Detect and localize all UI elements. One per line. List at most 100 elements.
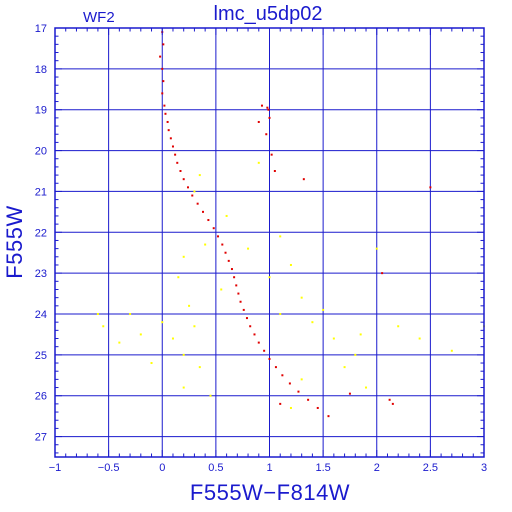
data-point (177, 276, 180, 279)
data-point (316, 406, 319, 409)
data-point (260, 104, 263, 107)
data-point (164, 112, 167, 115)
y-tick-label: 20 (35, 146, 47, 158)
data-point (182, 353, 185, 356)
x-tick-label: 3 (481, 462, 487, 474)
x-tick-label: 2 (374, 462, 380, 474)
data-point (279, 313, 282, 315)
data-point (186, 186, 189, 189)
data-point (220, 288, 223, 291)
data-point (150, 362, 153, 365)
data-point (332, 337, 335, 340)
data-point (161, 92, 164, 95)
data-point (96, 313, 99, 315)
grid-lines (55, 28, 484, 457)
chart-title: lmc_u5dp02 (214, 3, 323, 25)
field-label: WF2 (83, 9, 115, 26)
data-points (96, 31, 485, 418)
data-point (273, 170, 276, 172)
data-point (359, 333, 362, 336)
data-point (365, 386, 368, 389)
data-point (233, 276, 236, 279)
data-point (265, 133, 268, 136)
data-point (198, 174, 201, 177)
y-tick-label: 23 (35, 268, 47, 280)
data-point (182, 386, 185, 389)
data-point (245, 317, 248, 320)
y-tick-label: 21 (35, 186, 47, 198)
data-point (162, 80, 165, 83)
data-point (193, 190, 196, 193)
tick-marks (54, 27, 485, 457)
data-point (171, 337, 174, 340)
data-point (235, 284, 238, 287)
data-point (388, 398, 391, 401)
data-point (176, 161, 179, 164)
data-point (391, 402, 394, 405)
data-point (118, 341, 121, 344)
data-point (279, 235, 282, 238)
data-point (129, 313, 132, 315)
data-point (163, 104, 166, 107)
x-tick-label: 2.5 (423, 462, 438, 474)
data-point (381, 272, 384, 275)
data-point (230, 268, 233, 271)
data-point (217, 235, 220, 238)
data-point (279, 402, 282, 405)
data-point (225, 214, 228, 217)
y-tick-label: 17 (35, 23, 47, 35)
data-point (209, 394, 212, 397)
data-point (257, 120, 260, 123)
data-point (274, 366, 277, 369)
data-point (161, 67, 164, 70)
data-point (289, 406, 292, 409)
x-axis-title: F555W−F814W (190, 480, 350, 505)
data-point (257, 341, 260, 344)
data-point (311, 321, 314, 324)
data-point (327, 415, 330, 418)
data-point (139, 333, 142, 336)
y-tick-label: 26 (35, 391, 47, 403)
data-point (191, 194, 194, 197)
data-point (307, 398, 310, 401)
data-point (212, 227, 215, 230)
x-tick-label: 1 (266, 462, 272, 474)
data-point (102, 325, 105, 328)
data-point (257, 161, 260, 164)
x-tick-label: 1.5 (315, 462, 330, 474)
data-point (188, 304, 191, 307)
data-point (354, 353, 357, 356)
data-point (302, 178, 305, 181)
data-point (270, 153, 273, 156)
data-point (297, 390, 300, 393)
data-point (300, 378, 303, 381)
data-point (242, 308, 245, 311)
data-point (182, 255, 185, 258)
data-point (162, 43, 165, 46)
data-point (288, 382, 291, 385)
x-tick-label: −0.5 (98, 462, 120, 474)
data-point (450, 349, 453, 352)
x-tick-label: 0 (159, 462, 165, 474)
data-point (343, 366, 346, 369)
data-point (202, 210, 205, 213)
data-point (268, 116, 271, 119)
y-tick-label: 24 (35, 309, 47, 321)
y-axis-title: F555W (2, 205, 27, 278)
data-point (196, 202, 199, 205)
x-tick-labels: −1 −0.5 0 0.5 1 1.5 2 2.5 3 (49, 462, 487, 474)
y-tick-label: 19 (35, 105, 47, 117)
y-tick-label: 18 (35, 64, 47, 76)
data-point (429, 186, 432, 189)
y-tick-labels: 17 18 19 20 21 22 23 24 25 26 27 (35, 23, 47, 444)
data-point (166, 120, 169, 123)
data-point (237, 292, 240, 295)
y-tick-label: 27 (35, 432, 47, 444)
data-point (397, 325, 400, 328)
data-point (268, 357, 271, 360)
data-point (171, 145, 174, 148)
data-point (266, 106, 269, 109)
data-point (253, 333, 256, 336)
